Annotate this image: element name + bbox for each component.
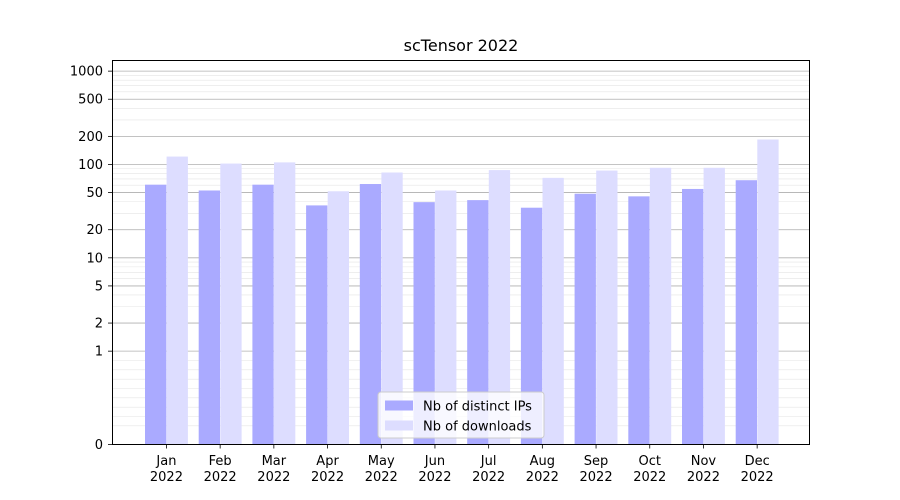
x-tick-label: Jun 2022 [418, 454, 451, 485]
y-axis: 0 1 2 5 10 20 50 100 200 500 1000 [70, 65, 112, 453]
bars-layer [145, 139, 779, 445]
y-tick-label: 1000 [70, 65, 103, 80]
bar-downloads-aug [542, 177, 564, 444]
legend-swatch [385, 400, 413, 411]
x-axis: Jan 2022 Feb 2022 Mar 2022 Apr 2022 May 2022 Jun 20… [150, 444, 774, 485]
x-tick-label: Nov 2022 [687, 454, 720, 485]
bar-distinct-ips-apr [306, 205, 328, 444]
x-tick-label: May 2022 [365, 454, 398, 485]
bar-distinct-ips-may [359, 184, 382, 444]
bar-distinct-ips-sep [574, 193, 596, 444]
bar-distinct-ips-dec [735, 180, 757, 445]
bar-downloads-jan [166, 156, 188, 445]
x-tick-label: Oct 2022 [633, 454, 666, 485]
legend-label: Nb of downloads [423, 420, 532, 435]
y-tick-label: 20 [86, 223, 103, 238]
plot-frame [112, 60, 810, 445]
bar-downloads-apr [327, 191, 349, 444]
bar-downloads-may [381, 172, 403, 445]
bar-downloads-nov [703, 167, 725, 445]
legend-box [377, 391, 545, 439]
y-tick-label: 2 [95, 317, 103, 332]
x-tick-label: Mar 2022 [257, 454, 290, 485]
bar-distinct-ips-nov [682, 188, 704, 444]
bar-downloads-sep [596, 170, 618, 444]
y-tick-label: 50 [86, 186, 103, 201]
bar-distinct-ips-mar [252, 184, 274, 444]
bar-distinct-ips-jun [413, 202, 435, 444]
bar-distinct-ips-aug [520, 207, 543, 444]
y-tick-label: 100 [78, 158, 103, 173]
x-tick-label: Jul 2022 [472, 454, 505, 485]
bar-distinct-ips-oct [628, 196, 650, 444]
x-tick-label: Dec 2022 [741, 454, 774, 485]
bar-downloads-mar [274, 162, 296, 445]
y-tick-label: 1 [95, 345, 103, 360]
bar-distinct-ips-jan [145, 184, 167, 444]
bar-downloads-jun [435, 190, 457, 444]
legend-label: Nb of distinct IPs [423, 400, 532, 415]
y-tick-label: 0 [95, 438, 103, 453]
bar-downloads-jul [488, 170, 511, 444]
x-tick-label: Aug 2022 [526, 454, 559, 485]
bar-distinct-ips-jul [467, 200, 489, 444]
bar-downloads-oct [649, 167, 672, 445]
x-tick-label: Apr 2022 [311, 454, 344, 485]
legend-swatch [385, 420, 413, 431]
bar-downloads-dec [757, 139, 779, 444]
y-tick-label: 200 [78, 130, 103, 145]
x-tick-label: Jan 2022 [150, 454, 183, 485]
y-tick-label: 5 [95, 279, 103, 294]
x-tick-label: Sep 2022 [580, 454, 613, 485]
bar-downloads-feb [220, 163, 242, 444]
bar-distinct-ips-feb [198, 190, 220, 444]
x-tick-label: Feb 2022 [204, 454, 237, 485]
legend: Nb of distinct IPs Nb of downloads [377, 391, 545, 439]
chart-title: scTensor 2022 [404, 36, 519, 55]
y-tick-label: 500 [78, 93, 103, 108]
y-tick-label: 10 [86, 251, 103, 266]
